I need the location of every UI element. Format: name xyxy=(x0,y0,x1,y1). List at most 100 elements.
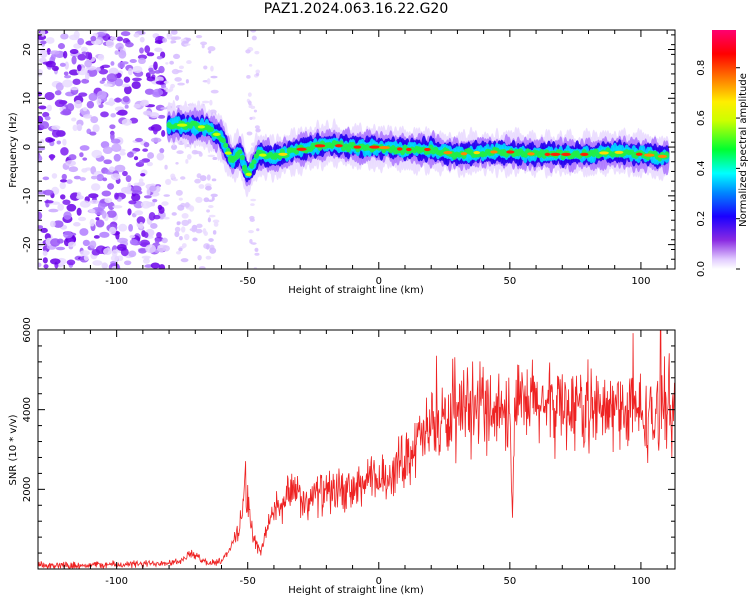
noise-blob xyxy=(66,103,75,112)
noise-blob xyxy=(208,238,214,242)
noise-blob xyxy=(128,224,133,232)
noise-blob xyxy=(96,90,107,100)
noise-blob xyxy=(46,47,51,55)
noise-blob xyxy=(181,243,187,248)
noise-blob xyxy=(174,95,180,101)
noise-blob xyxy=(176,150,184,155)
noise-blob xyxy=(70,87,79,91)
noise-blob xyxy=(171,212,177,216)
top-y-tick-label: 0 xyxy=(22,144,33,150)
noise-blob xyxy=(145,72,151,78)
noise-blob xyxy=(38,211,43,221)
noise-blob xyxy=(255,128,261,133)
noise-blob xyxy=(39,49,48,59)
ridge-peak xyxy=(314,144,326,148)
bottom-y-axis-label: SNR (10 * v/v) xyxy=(8,414,19,485)
noise-blob xyxy=(203,65,208,70)
ridge-peak xyxy=(644,153,655,157)
noise-blob xyxy=(108,166,115,173)
noise-blob xyxy=(208,205,214,209)
noise-blob xyxy=(125,42,134,48)
noise-blob xyxy=(174,226,181,233)
noise-blob xyxy=(140,200,152,209)
noise-blob xyxy=(176,221,181,225)
bottom-x-tick-label: 100 xyxy=(631,576,650,587)
noise-blob xyxy=(124,104,129,109)
noise-blob xyxy=(208,214,216,218)
noise-blob xyxy=(66,203,77,212)
noise-blob xyxy=(211,178,217,182)
noise-blob xyxy=(49,50,60,55)
noise-blob xyxy=(61,173,67,180)
noise-blob xyxy=(83,255,89,261)
ridge-peak xyxy=(561,152,571,156)
noise-blob xyxy=(46,104,52,112)
noise-blob xyxy=(119,151,126,156)
noise-blob xyxy=(180,226,186,233)
noise-blob xyxy=(180,258,189,263)
ridge-peak xyxy=(258,153,267,157)
noise-blob xyxy=(100,111,109,118)
noise-blob xyxy=(132,77,142,82)
noise-blob xyxy=(76,123,83,132)
noise-blob xyxy=(49,154,55,161)
noise-blob xyxy=(129,239,139,245)
noise-blob xyxy=(40,227,48,233)
ridge-peak xyxy=(406,147,412,152)
noise-blob xyxy=(113,153,121,162)
ridge-segment xyxy=(249,163,255,169)
noise-blob xyxy=(207,199,214,202)
noise-blob xyxy=(54,99,66,108)
noise-blob xyxy=(106,210,117,218)
noise-blob xyxy=(152,198,158,203)
noise-blob xyxy=(110,61,115,66)
noise-blob xyxy=(47,138,56,142)
noise-blob xyxy=(111,249,118,257)
noise-blob xyxy=(44,200,54,204)
noise-blob xyxy=(245,49,251,54)
noise-blob xyxy=(195,228,203,234)
noise-blob xyxy=(170,30,178,35)
noise-blob xyxy=(82,157,88,161)
noise-blob xyxy=(254,50,260,55)
noise-blob xyxy=(210,89,219,94)
noise-blob xyxy=(107,183,115,190)
noise-blob xyxy=(201,44,205,49)
ridge-peak xyxy=(296,147,307,151)
noise-blob xyxy=(165,178,172,185)
noise-blob xyxy=(138,159,145,165)
noise-blob xyxy=(84,72,90,80)
noise-blob xyxy=(144,88,155,95)
noise-blob xyxy=(66,259,76,266)
noise-blob xyxy=(50,238,61,247)
bottom-x-tick-label: 0 xyxy=(376,576,382,587)
noise-blob xyxy=(86,68,98,77)
noise-blob xyxy=(89,131,97,136)
noise-blob xyxy=(137,181,146,187)
noise-blob xyxy=(164,164,168,170)
noise-blob xyxy=(160,107,168,110)
noise-blob xyxy=(113,97,122,103)
ridge-segment xyxy=(223,142,229,149)
noise-blob xyxy=(54,90,62,96)
noise-blob xyxy=(169,60,174,65)
noise-blob xyxy=(145,244,156,253)
noise-blob xyxy=(254,252,260,256)
noise-blob xyxy=(72,78,81,85)
noise-blob xyxy=(82,114,93,119)
noise-blob xyxy=(178,235,183,241)
noise-blob xyxy=(205,255,212,260)
noise-blob xyxy=(63,71,69,76)
noise-blob xyxy=(129,59,137,64)
noise-blob xyxy=(79,250,90,256)
noise-blob xyxy=(101,262,108,269)
noise-blob xyxy=(192,237,198,242)
spectrogram-heatmap xyxy=(38,30,670,269)
noise-blob xyxy=(81,168,88,173)
noise-blob xyxy=(73,175,81,180)
noise-blob xyxy=(92,124,100,133)
noise-blob xyxy=(89,218,95,227)
noise-blob xyxy=(89,208,96,213)
noise-blob xyxy=(67,241,77,247)
noise-blob xyxy=(207,46,216,52)
